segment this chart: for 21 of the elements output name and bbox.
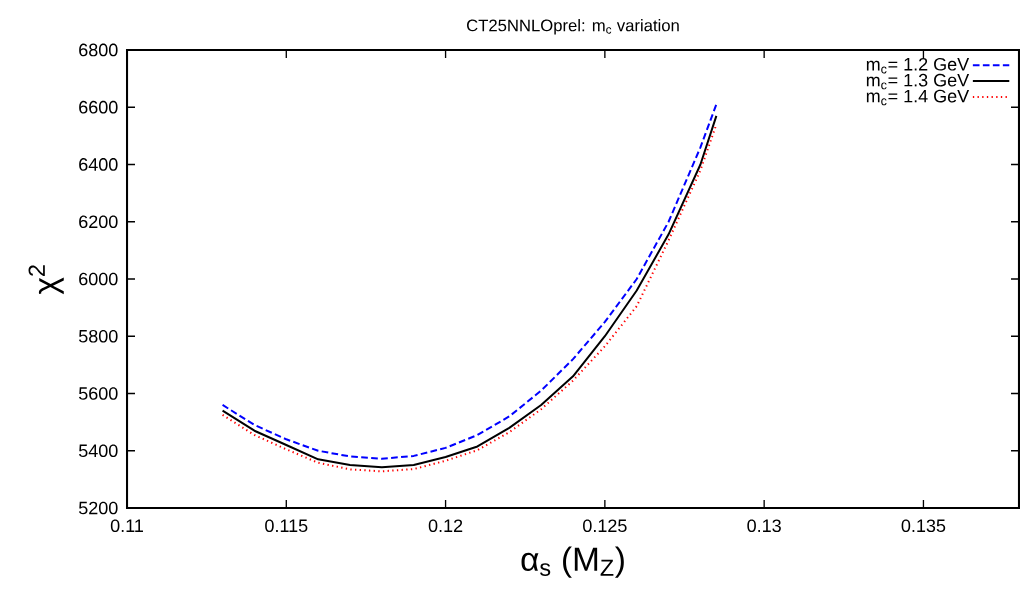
x-tick-label: 0.13 xyxy=(747,519,781,533)
y-tick-label: 5400 xyxy=(78,444,118,458)
y-tick-label: 6600 xyxy=(79,100,118,114)
x-tick-label: 0.11 xyxy=(110,519,143,533)
y-tick-label: 6800 xyxy=(79,43,118,57)
y-tick-label: 5200 xyxy=(78,501,118,515)
y-tick-label: 6000 xyxy=(79,272,118,286)
y-tick-label: 6200 xyxy=(79,215,118,229)
y-tick-label: 5600 xyxy=(78,387,118,400)
x-tick-label: 0.12 xyxy=(428,519,463,533)
y-tick-label: 5800 xyxy=(78,329,118,343)
chart-title: CT25NNLOprel: m$_{c}$ variation xyxy=(467,19,679,35)
x-axis-title: α$_{s}$ (M$_{Z}$) xyxy=(521,546,624,578)
legend-label: m$_{c}$= 1.4 GeV xyxy=(866,89,970,106)
y-tick-label: 6400 xyxy=(79,158,118,171)
x-tick-label: 0.115 xyxy=(265,519,308,533)
x-tick-label: 0.125 xyxy=(583,519,627,533)
legend-label: m$_{c}$= 1.2 GeV xyxy=(866,57,970,74)
y-axis-title: χ$^{2}$ xyxy=(28,265,64,295)
legend-label: m$_{c}$= 1.3 GeV xyxy=(866,73,970,90)
x-tick-label: 0.135 xyxy=(901,519,946,533)
